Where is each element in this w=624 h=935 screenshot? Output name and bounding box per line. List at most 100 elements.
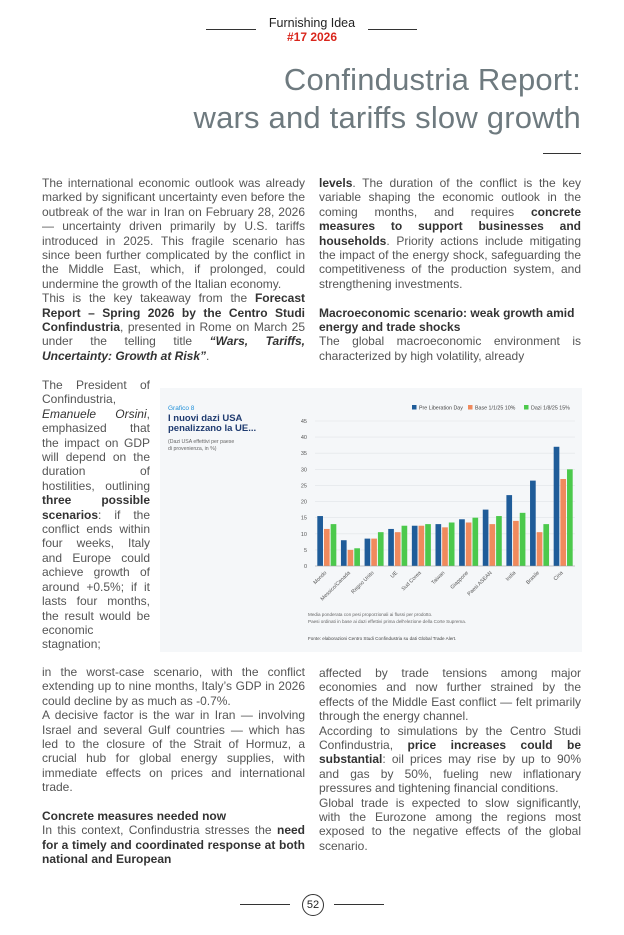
paragraph: affected by trade tensions among major e… bbox=[319, 666, 581, 724]
bar bbox=[442, 527, 448, 566]
text-run: levels bbox=[319, 176, 353, 190]
text-run: In this context, Confindustria stresses … bbox=[42, 823, 277, 838]
bar bbox=[377, 532, 384, 566]
legend-swatch bbox=[524, 405, 529, 410]
bar bbox=[435, 524, 442, 566]
y-tick-label: 25 bbox=[301, 483, 307, 489]
text-run: . bbox=[206, 348, 210, 363]
bar bbox=[560, 479, 567, 566]
section-heading: Concrete measures needed now bbox=[42, 809, 227, 824]
bar bbox=[401, 525, 408, 566]
y-tick-label: 35 bbox=[301, 451, 307, 457]
y-tick-label: 10 bbox=[301, 532, 307, 538]
bar bbox=[459, 519, 465, 566]
y-tick-label: 15 bbox=[301, 516, 307, 522]
chart-subtitle: di provenienza, in %) bbox=[168, 446, 217, 452]
legend-swatch bbox=[468, 405, 473, 410]
bar bbox=[448, 522, 455, 566]
text-run: concrete measures to support businesses … bbox=[319, 204, 581, 248]
text-run: price increases could be substantial bbox=[319, 738, 581, 767]
bar bbox=[519, 512, 526, 566]
y-tick-label: 30 bbox=[301, 467, 307, 473]
x-tick-label: Cina bbox=[553, 570, 565, 582]
y-tick-label: 40 bbox=[301, 435, 307, 441]
text-run: A decisive factor is the war in Iran — i… bbox=[42, 708, 305, 795]
bar bbox=[506, 495, 513, 566]
y-tick-label: 45 bbox=[301, 419, 307, 425]
bar bbox=[364, 538, 371, 566]
text-run: Global trade is expected to slow signifi… bbox=[319, 795, 581, 853]
bar bbox=[536, 532, 543, 566]
bar bbox=[489, 524, 496, 566]
text-run: : oil prices may rise by up to 90% and g… bbox=[319, 752, 581, 796]
issue-number: #17 2026 bbox=[286, 30, 338, 44]
bar bbox=[472, 517, 479, 566]
legend-swatch bbox=[412, 405, 417, 410]
paragraph: Global trade is expected to slow signifi… bbox=[319, 796, 581, 854]
text-run: . The duration of the conflict is the ke… bbox=[319, 176, 581, 219]
bar bbox=[340, 540, 347, 566]
bar bbox=[465, 522, 472, 566]
text-run: : if the conflict ends within four weeks… bbox=[42, 507, 150, 652]
x-tick-label: UE bbox=[390, 570, 400, 580]
bar bbox=[543, 524, 550, 566]
chart-label: Grafico 8 bbox=[168, 405, 195, 412]
text-run: need for a timely and coordinated respon… bbox=[42, 823, 305, 867]
bar bbox=[411, 525, 418, 566]
header-rule bbox=[368, 29, 417, 30]
chart-note: Media ponderata con pesi proporzionali a… bbox=[308, 612, 432, 617]
bar bbox=[553, 446, 560, 566]
text-run: affected by trade tensions among major e… bbox=[319, 666, 581, 724]
footer-rule bbox=[240, 904, 290, 905]
bar bbox=[330, 524, 337, 566]
paragraph: The global macroeconomic environment is … bbox=[319, 334, 581, 363]
title-rule bbox=[543, 153, 581, 154]
y-tick-label: 20 bbox=[301, 500, 307, 506]
bar bbox=[513, 520, 519, 566]
paragraph: This is the key takeaway from the Foreca… bbox=[42, 291, 305, 363]
bar bbox=[496, 516, 502, 566]
text-run: Emanuele Orsini bbox=[42, 406, 147, 421]
chart-source: Fonte: elaborazioni Centro Studi Confind… bbox=[308, 636, 456, 641]
text-run: , presented in Rome on March 25 under th… bbox=[42, 320, 305, 349]
bar bbox=[567, 469, 573, 566]
section-heading: Macroeconomic scenario: weak growth amid… bbox=[319, 305, 575, 335]
chart-note: Paesi ordinati in base ai dazi effettivi… bbox=[308, 619, 466, 624]
bar bbox=[482, 509, 489, 566]
y-tick-label: 0 bbox=[304, 564, 307, 570]
paragraph: According to simulations by the Centro S… bbox=[319, 724, 581, 796]
paragraph: levels. The duration of the conflict is … bbox=[319, 176, 581, 291]
article-title: wars and tariffs slow growth bbox=[193, 100, 581, 135]
bar bbox=[317, 516, 323, 566]
bar bbox=[418, 525, 425, 566]
bar bbox=[394, 532, 401, 566]
text-run: The global macroeconomic environment is … bbox=[319, 334, 581, 363]
bar bbox=[388, 528, 394, 566]
chart-subtitle: (Dazi USA effettivi per paese bbox=[168, 439, 234, 445]
paragraph: in the worst-case scenario, with the con… bbox=[42, 665, 305, 708]
paragraph: The President of Confindustria, Emanuele… bbox=[42, 378, 150, 652]
text-run: “Wars, Tariffs, Uncertainty: Growth at R… bbox=[42, 334, 305, 363]
text-run: The international economic outlook was a… bbox=[42, 176, 305, 291]
y-tick-label: 5 bbox=[304, 548, 307, 554]
header-rule bbox=[206, 29, 256, 30]
chart-title: penalizzano la UE... bbox=[168, 423, 256, 434]
text-run: This is the key takeaway from the bbox=[42, 291, 255, 306]
magazine-name: Furnishing Idea bbox=[268, 16, 356, 30]
legend-label: Pre Liberation Day bbox=[419, 406, 463, 412]
text-block: The international economic outlook was a… bbox=[42, 176, 305, 363]
text-run: , emphasized that the impact on GDP will… bbox=[42, 406, 150, 493]
paragraph: In this context, Confindustria stresses … bbox=[42, 823, 305, 866]
text-run: . Priority actions include mitigating th… bbox=[319, 233, 581, 291]
legend-label: Base 1/1/25 10% bbox=[475, 406, 516, 412]
legend-label: Dazi 1/8/25 15% bbox=[531, 406, 570, 412]
article-title: Confindustria Report: bbox=[283, 62, 581, 97]
chart-title: I nuovi dazi USA bbox=[168, 413, 243, 424]
text-run: three possible scenarios bbox=[42, 493, 150, 522]
text-run: in the worst-case scenario, with the con… bbox=[42, 665, 305, 708]
text-block: in the worst-case scenario, with the con… bbox=[42, 665, 305, 867]
bar bbox=[530, 480, 536, 566]
